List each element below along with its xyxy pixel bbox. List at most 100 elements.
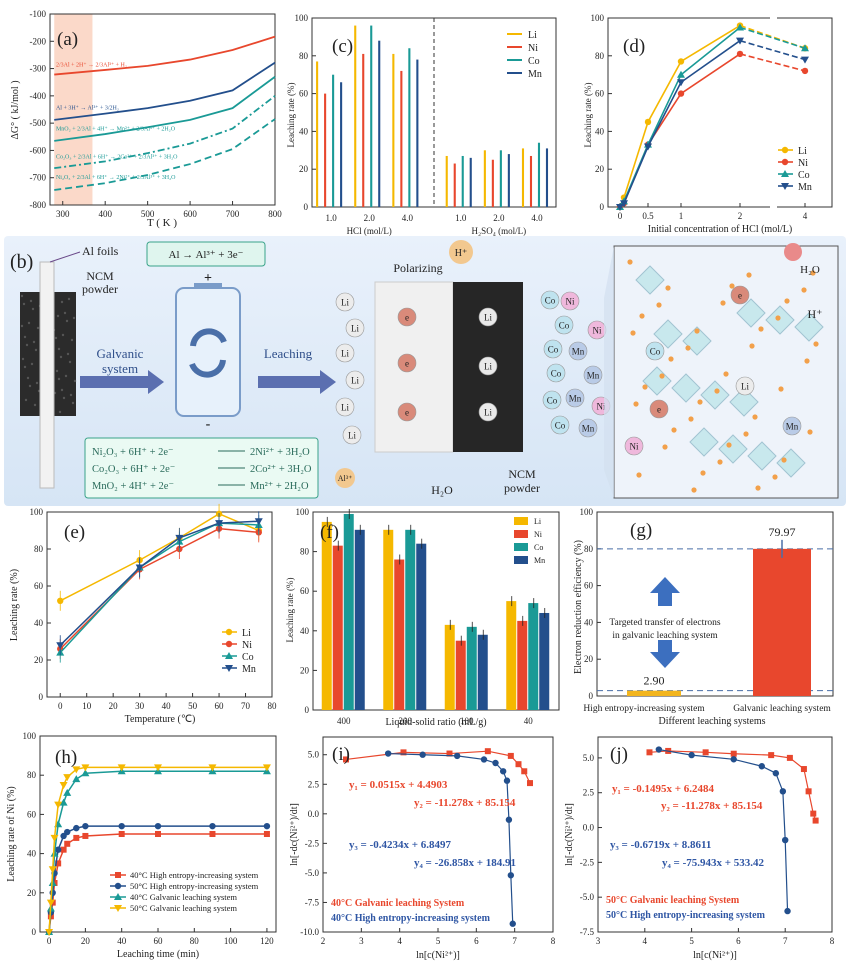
data-point	[82, 822, 89, 830]
x-tick-label: 400	[337, 716, 351, 726]
x-tick-label: 120	[260, 936, 274, 946]
metal-ion-label: Co	[559, 321, 570, 331]
chart-i: 5.0 2.5 0.0 -2.5 -5.0 -7.5 -10.02 3 4 5 6 7 8 ln[c(Ni…	[289, 736, 556, 961]
group-tick-label: 4.0	[402, 213, 414, 223]
oxygen-atom	[636, 472, 642, 478]
metal-ion-label: Ni	[566, 297, 575, 307]
oxygen-atom	[723, 371, 729, 377]
ncm-grain	[34, 348, 38, 352]
legend-swatch	[514, 530, 528, 538]
data-point	[81, 769, 90, 777]
oxygen-atom	[639, 313, 645, 319]
series-line	[59, 513, 260, 602]
legend-label: 50°C Galvanic leaching system	[130, 903, 237, 913]
reaction-label: MnO₂ + 2/3Al + 4H⁺ → Mn²⁺ + 2/3Al³⁺ + 2H…	[56, 126, 176, 133]
axis-break	[770, 204, 777, 210]
ncm-grain	[28, 384, 32, 388]
mn-ion-label: Mn	[786, 422, 799, 432]
fit-equation: y₄ = -26.858x + 184.91	[414, 857, 516, 869]
metal-ion-label: Co	[547, 396, 558, 406]
data-point	[800, 766, 807, 773]
ncm-grain	[22, 302, 26, 306]
ncm-grain	[20, 294, 24, 298]
h-plus-label: H⁺	[455, 248, 468, 259]
x-tick-label: High entropy-increasing system	[583, 704, 705, 714]
oxygen-atom	[720, 300, 726, 306]
metal-ion	[568, 341, 588, 361]
legend-marker	[781, 183, 789, 190]
y-axis-label: ln[-dc(Ni²⁺)/dt]	[289, 803, 300, 866]
data-point	[646, 749, 653, 756]
oxygen-atom	[700, 470, 706, 476]
chart-c: 0 20 40 60 80 100 Leaching rate (%) 1.0 2.0 4.0 1.…	[286, 13, 557, 236]
x-tick-label: 0	[47, 936, 52, 946]
y-tick-label: 5.0	[308, 750, 320, 760]
data-point	[72, 775, 81, 783]
group-tick-label: 2.0	[364, 213, 376, 223]
electron	[397, 353, 417, 373]
oxygen-atom	[691, 487, 697, 493]
x-tick-label: 60	[154, 936, 164, 946]
leaching-label: Leaching	[264, 346, 313, 361]
li-ion-label: Li	[348, 431, 356, 441]
y-axis-label: ΔG° ( kJ/mol )	[10, 80, 21, 139]
x-tick-label: 3	[359, 936, 364, 946]
y-tick-label: 40	[595, 126, 605, 136]
bar	[499, 150, 502, 207]
x-tick-label: 600	[183, 209, 197, 219]
chart-a: -100 -200 -300 -400 -500 -600 -700 -800 300 400 50…	[10, 9, 282, 229]
data-point	[73, 834, 80, 841]
electron-label: e	[738, 291, 742, 301]
al-foil	[39, 261, 55, 489]
oxygen-atom	[694, 328, 700, 334]
plot-frame	[49, 13, 276, 206]
galvanic-label: system	[102, 361, 138, 376]
ncm-grain	[57, 347, 61, 351]
h-plus-bubble	[449, 240, 473, 264]
battery-plus: +	[204, 271, 212, 286]
data-point	[509, 920, 516, 927]
li-ion-label: Li	[484, 313, 492, 323]
ncm-grain	[65, 319, 69, 323]
ncm-grain	[68, 360, 72, 364]
bar	[394, 559, 405, 710]
oxygen-atom	[801, 287, 807, 293]
x-tick-label: 800	[268, 209, 282, 219]
x-tick-label: 3	[596, 936, 601, 946]
fit-equation: y₄ = -75.943x + 533.42	[662, 857, 764, 869]
y-axis-label: Leaching rate (%)	[9, 569, 20, 641]
metal-ion	[542, 390, 562, 410]
panel-label-d: (d)	[623, 36, 645, 57]
co-ion-label: Co	[650, 347, 661, 357]
bar	[400, 70, 403, 207]
y-tick-label: -5.0	[305, 868, 320, 878]
data-point	[655, 746, 663, 753]
x-tick-label: 100	[460, 716, 474, 726]
series-line-break	[739, 53, 806, 72]
bar	[392, 53, 395, 207]
metal-ion	[543, 339, 563, 359]
y-tick-label: 60	[27, 809, 37, 819]
group-tick-label: 1.0	[325, 213, 337, 223]
legend-marker	[114, 905, 122, 912]
data-point	[154, 764, 162, 772]
data-point	[263, 822, 271, 830]
bar	[383, 529, 394, 710]
y-tick-label: 60	[584, 581, 594, 591]
data-point	[772, 770, 780, 777]
mn-ion	[782, 416, 802, 436]
legend-marker	[115, 872, 121, 878]
y-tick-label: 0	[304, 202, 309, 212]
li-ion-label: Li	[484, 362, 492, 372]
legend-label: Mn	[534, 556, 545, 565]
data-point	[135, 564, 144, 572]
x-axis-label: Liquid-solid ratio (mL/g)	[385, 717, 486, 728]
panel-label-h: (h)	[55, 747, 77, 768]
x-tick-label: 20	[109, 701, 119, 711]
y-tick-label: 100	[580, 507, 594, 517]
legend-label: Ni	[534, 530, 543, 539]
octahedron	[776, 448, 806, 478]
octahedron	[689, 427, 719, 457]
plot-frame	[46, 511, 273, 698]
legend-swatch	[514, 543, 528, 551]
